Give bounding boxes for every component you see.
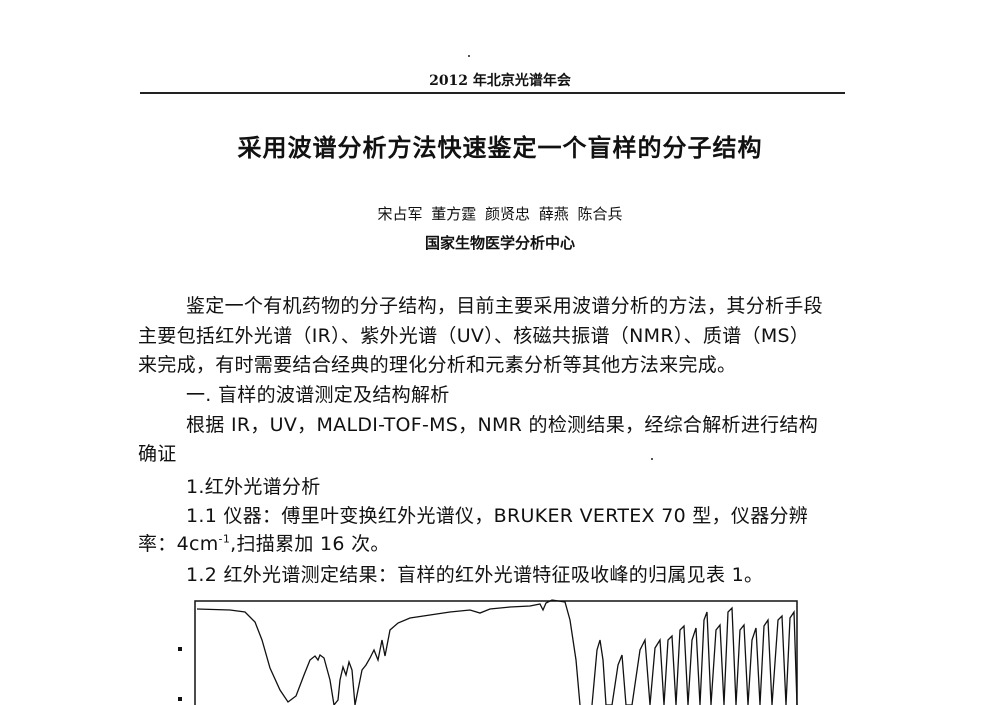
superscript: -1 — [218, 532, 231, 546]
paragraph-line: 率：4cm-1,扫描累加 16 次。 — [138, 529, 390, 556]
spectrum-frame — [194, 600, 798, 705]
y-tick-mark — [178, 697, 182, 701]
scan-speck — [468, 55, 470, 57]
running-header: 2012 年北京光谱年会 — [429, 73, 571, 89]
line-text: ,扫描累加 16 次。 — [230, 533, 390, 555]
line-text: 率：4cm — [138, 533, 219, 555]
paragraph-line: 根据 IR，UV，MALDI-TOF-MS，NMR 的检测结果，经综合解析进行结… — [186, 414, 819, 436]
paragraph-line: 鉴定一个有机药物的分子结构，目前主要采用波谱分析的方法，其分析手段 — [186, 295, 823, 317]
authors: 宋占军 董方霆 颜贤忠 薛燕 陈合兵 — [377, 205, 623, 223]
affiliation: 国家生物医学分析中心 — [424, 234, 575, 252]
header-rule — [140, 92, 845, 94]
paper-title: 采用波谱分析方法快速鉴定一个盲样的分子结构 — [237, 134, 763, 162]
paragraph-line: 1.1 仪器：傅里叶变换红外光谱仪，BRUKER VERTEX 70 型，仪器分… — [186, 505, 809, 527]
paragraph-line: 确证 — [138, 443, 177, 465]
paragraph-line: 1.2 红外光谱测定结果：盲样的红外光谱特征吸收峰的归属见表 1。 — [186, 564, 764, 586]
spectrum-trace — [196, 599, 581, 705]
scan-speck — [651, 458, 653, 460]
paragraph-line: 来完成，有时需要结合经典的理化分析和元素分析等其他方法来完成。 — [138, 354, 737, 376]
section-heading: 一. 盲样的波谱测定及结构解析 — [186, 384, 450, 406]
subsection-heading: 1.红外光谱分析 — [186, 476, 321, 498]
spectrum-trace — [591, 606, 798, 705]
y-tick-mark — [178, 647, 182, 651]
paragraph-line: 主要包括红外光谱（IR）、紫外光谱（UV）、核磁共振谱（NMR）、质谱（MS） — [138, 325, 810, 347]
